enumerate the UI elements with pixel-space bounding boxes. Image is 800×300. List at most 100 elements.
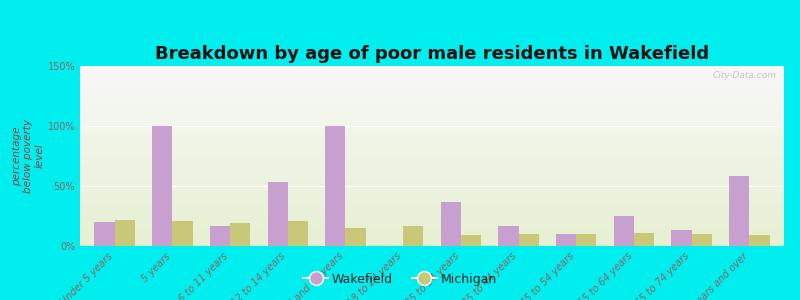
Bar	[80, 122, 784, 123]
Bar	[576, 234, 597, 246]
Bar	[80, 230, 784, 231]
Bar	[80, 69, 784, 70]
Bar	[80, 173, 784, 174]
Bar	[80, 221, 784, 222]
Bar	[80, 83, 784, 84]
Bar	[80, 75, 784, 76]
Bar	[80, 67, 784, 68]
Bar	[80, 139, 784, 140]
Bar	[80, 152, 784, 153]
Bar	[403, 226, 423, 246]
Bar	[80, 126, 784, 127]
Bar	[80, 125, 784, 126]
Bar	[80, 202, 784, 203]
Bar	[80, 243, 784, 244]
Bar	[80, 124, 784, 125]
Bar	[80, 70, 784, 71]
Bar	[210, 226, 230, 246]
Bar	[80, 79, 784, 80]
Bar	[80, 171, 784, 172]
Bar	[80, 142, 784, 143]
Bar	[80, 128, 784, 129]
Bar	[80, 179, 784, 180]
Bar	[80, 231, 784, 232]
Bar	[80, 81, 784, 82]
Bar	[80, 145, 784, 146]
Bar	[80, 206, 784, 207]
Bar	[80, 240, 784, 241]
Bar	[80, 114, 784, 115]
Bar	[230, 223, 250, 246]
Bar	[80, 149, 784, 150]
Bar	[80, 195, 784, 196]
Bar	[80, 233, 784, 234]
Bar	[80, 127, 784, 128]
Bar	[556, 234, 576, 246]
Bar	[80, 155, 784, 156]
Bar	[80, 194, 784, 195]
Bar	[80, 84, 784, 85]
Bar	[80, 105, 784, 106]
Bar	[80, 143, 784, 144]
Bar	[80, 71, 784, 72]
Bar	[80, 188, 784, 189]
Bar	[346, 228, 366, 246]
Bar	[80, 216, 784, 217]
Bar	[80, 135, 784, 136]
Bar	[80, 222, 784, 223]
Bar	[80, 201, 784, 202]
Bar	[80, 209, 784, 210]
Bar	[80, 101, 784, 102]
Bar	[80, 77, 784, 78]
Bar	[80, 158, 784, 159]
Bar	[80, 229, 784, 230]
Bar	[80, 146, 784, 147]
Bar	[750, 235, 770, 246]
Bar	[114, 220, 135, 246]
Bar	[80, 129, 784, 130]
Bar	[80, 213, 784, 214]
Bar	[80, 66, 784, 67]
Bar	[80, 103, 784, 104]
Bar	[80, 112, 784, 113]
Bar	[326, 126, 346, 246]
Bar	[80, 217, 784, 218]
Bar	[80, 100, 784, 101]
Bar	[80, 154, 784, 155]
Bar	[80, 99, 784, 100]
Bar	[80, 196, 784, 197]
Bar	[80, 157, 784, 158]
Bar	[692, 234, 712, 246]
Bar	[80, 203, 784, 204]
Bar	[80, 93, 784, 94]
Bar	[80, 116, 784, 117]
Bar	[80, 200, 784, 201]
Bar	[80, 91, 784, 92]
Bar	[80, 185, 784, 186]
Bar	[80, 178, 784, 179]
Bar	[267, 182, 288, 246]
Bar	[80, 234, 784, 235]
Bar	[80, 167, 784, 168]
Bar	[80, 104, 784, 105]
Bar	[80, 108, 784, 109]
Bar	[80, 113, 784, 114]
Bar	[80, 132, 784, 133]
Bar	[80, 73, 784, 74]
Bar	[80, 207, 784, 208]
Bar	[80, 162, 784, 163]
Bar	[80, 133, 784, 134]
Bar	[80, 184, 784, 185]
Bar	[80, 204, 784, 205]
Bar	[80, 100, 784, 101]
Bar	[80, 121, 784, 122]
Bar	[80, 205, 784, 206]
Bar	[80, 134, 784, 135]
Bar	[80, 80, 784, 81]
Bar	[80, 187, 784, 188]
Bar	[80, 239, 784, 240]
Bar	[729, 176, 750, 246]
Bar	[80, 159, 784, 160]
Bar	[634, 233, 654, 246]
Bar	[80, 197, 784, 198]
